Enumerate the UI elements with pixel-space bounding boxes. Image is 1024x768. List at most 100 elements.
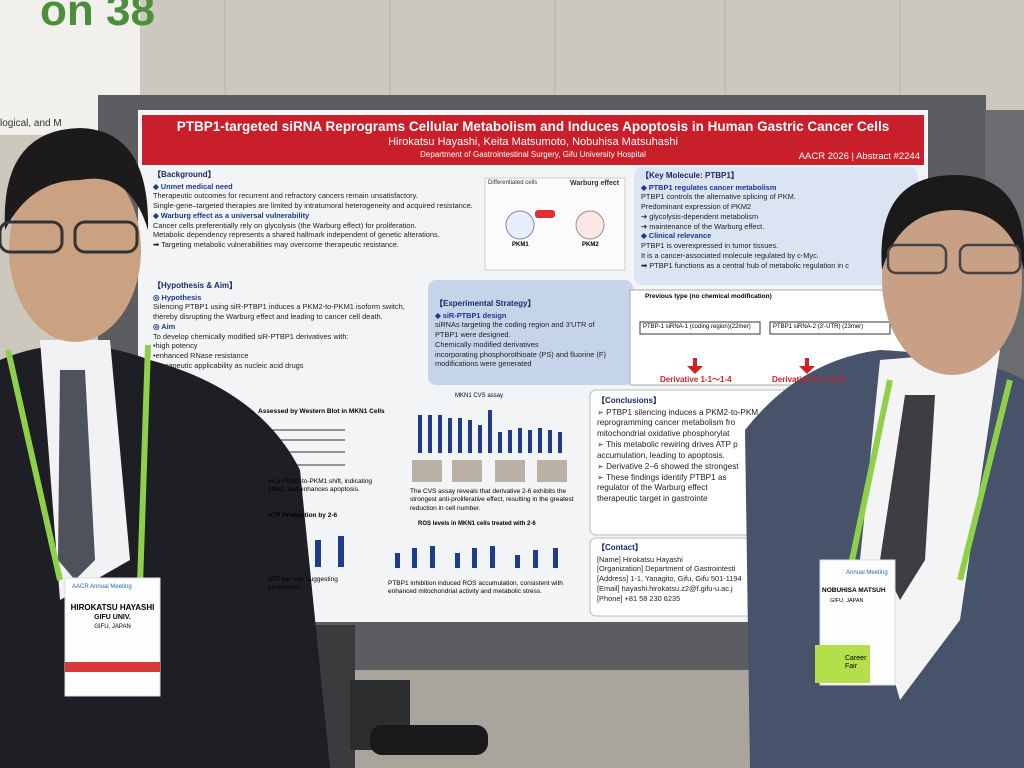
derivative-label: Derivative 1-1～1-4 bbox=[660, 375, 732, 384]
badge-meeting: Annual Meeting bbox=[846, 570, 888, 576]
figure-caption: PTBP1 inhibition induced ROS accumulatio… bbox=[388, 580, 563, 596]
section-heading: 【Contact】 bbox=[597, 543, 643, 552]
warburg-diagram bbox=[484, 177, 626, 271]
diagram-caption: Previous type (no chemical modification) bbox=[645, 293, 772, 300]
text-line: Predominant expression of PKM2 bbox=[641, 202, 752, 212]
warburg-label: Differentiated cells bbox=[488, 180, 538, 186]
text-line: ◆ Clinical relevance bbox=[641, 231, 712, 241]
poster-header bbox=[142, 115, 924, 165]
text-line: PTBP1 is overexpressed in tumor tissues. bbox=[641, 241, 779, 251]
poster-title: PTBP1-targeted siRNA Reprograms Cellular… bbox=[176, 119, 890, 134]
sirna-box bbox=[769, 321, 891, 335]
text-line: incorporating phosphorothioate (PS) and … bbox=[435, 349, 606, 359]
badge-name: NOBUHISA MATSUH bbox=[822, 587, 886, 594]
text-line: ◆ Warburg effect as a universal vulnerab… bbox=[153, 210, 310, 220]
text-line: ➡ Targeting metabolic vulnerabilities ma… bbox=[153, 240, 399, 250]
text-line: Chemically modified derivatives bbox=[435, 339, 539, 349]
key-molecule-section: 【Key Molecule: PTBP1】 ◆ PTBP1 regulates c… bbox=[636, 168, 918, 284]
text-line: •high potency bbox=[153, 341, 198, 351]
figure-title: Assessed by Western Blot in MKN1 Cells bbox=[258, 408, 385, 415]
figure-title: ROS levels in MKN1 cells treated with 2-… bbox=[418, 521, 536, 527]
background-section: 【Background】 ◆ Unmet medical need Therapeu… bbox=[148, 167, 488, 277]
text-line: •enhanced RNase resistance bbox=[153, 351, 249, 361]
contact-section: 【Contact】 [Name] Hirokatsu Hayashi [Organi… bbox=[592, 540, 918, 615]
badge-place: GIFU, JAPAN bbox=[830, 598, 864, 604]
right-person bbox=[745, 175, 1024, 768]
section-heading: 【Background】 bbox=[153, 170, 216, 179]
text-line: ➔ maintenance of the Warburg effect. bbox=[641, 221, 765, 231]
text-line: thereby disrupting the Warburg effect an… bbox=[153, 312, 383, 322]
section-heading: 【Key Molecule: PTBP1】 bbox=[641, 171, 739, 180]
section-heading: 【Experimental Strategy】 bbox=[435, 299, 536, 308]
text-line: Silencing PTBP1 using siR-PTBP1 induces … bbox=[153, 302, 405, 312]
text-line: accumulation, leading to apoptosis. bbox=[597, 450, 725, 460]
text-line: ◆ PTBP1 regulates cancer metabolism bbox=[641, 182, 777, 192]
text-line: [Name] Hirokatsu Hayashi bbox=[597, 554, 683, 564]
text-line: ◆ Unmet medical need bbox=[153, 181, 233, 191]
strategy-panel bbox=[428, 280, 633, 385]
sign-text: on 38 bbox=[40, 0, 155, 35]
poster-meeting: AACR 2026 | Abstract #2244 bbox=[798, 151, 920, 162]
text-line: Cancer cells preferentially rely on glyc… bbox=[153, 220, 417, 230]
warburg-label: PKM1 bbox=[512, 242, 529, 248]
badge-org: GIFU UNIV. bbox=[94, 614, 131, 621]
text-line: ◆ siR-PTBP1 design bbox=[435, 310, 507, 320]
arrow bbox=[687, 358, 703, 374]
arrow bbox=[799, 358, 815, 374]
cvs-bars bbox=[418, 410, 562, 453]
badge-place: GIFU, JAPAN bbox=[94, 624, 131, 630]
cvs-images bbox=[412, 460, 567, 482]
figure-caption: es a PKM2-to-PKM1 shift, indicating effe… bbox=[268, 478, 373, 494]
text-line: ➢ PTBP1 silencing induces a PKM2-to-PKM bbox=[597, 407, 759, 417]
text-line: [Email] hayashi.hirokatsu.z2@f.gifu-u.ac… bbox=[597, 583, 733, 593]
text-line: PTBP1 were designed. bbox=[435, 330, 511, 340]
badge-tag: Career Fair bbox=[845, 655, 867, 670]
text-line: •therapeutic applicability as nucleic ac… bbox=[153, 360, 304, 370]
text-line: To develop chemically modified siR-PTBP1… bbox=[153, 331, 349, 341]
text-line: Metabolic dependency represents a shared… bbox=[153, 230, 440, 240]
text-line: siRNAs targeting the coding region and 3… bbox=[435, 320, 595, 330]
poster-authors: Hirokatsu Hayashi, Keita Matsumoto, Nobu… bbox=[388, 136, 678, 148]
conclusions-section: 【Conclusions】 ➢ PTBP1 silencing induces a… bbox=[592, 393, 918, 533]
text-line: [Phone] +81 58 230 6235 bbox=[597, 593, 681, 603]
text-line: Single-gene–targeted therapies are limit… bbox=[153, 201, 473, 211]
text-line: ➔ glycolysis-dependent metabolism bbox=[641, 211, 759, 221]
text-line: ➢ This metabolic rewiring drives ATP p bbox=[597, 440, 738, 450]
text-line: PTBP1 controls the alternative splicing … bbox=[641, 192, 796, 202]
ros-bars bbox=[395, 546, 558, 568]
warburg-label: PKM2 bbox=[582, 242, 599, 248]
text-line: therapeutic target in gastrointe bbox=[597, 494, 708, 504]
sign-subtext: logical, and M bbox=[0, 118, 62, 129]
figure-title: MKN1 CVS assay bbox=[455, 393, 504, 399]
badge-name: HIROKATSU HAYASHI bbox=[70, 603, 155, 612]
left-person bbox=[0, 128, 330, 768]
warburg-label: Warburg effect bbox=[570, 180, 620, 187]
text-line: reprogramming cancer metabolism fro bbox=[597, 418, 736, 428]
section-heading: 【Hypothesis & Aim】 bbox=[153, 281, 238, 290]
text-line: [Organization] Department of Gastrointes… bbox=[597, 564, 736, 574]
text-line: ➢ These findings identify PTBP1 as bbox=[597, 472, 727, 482]
text-line: mitochondrial oxidative phosphorylat bbox=[597, 429, 730, 439]
figure-caption: ATP per cell, suggesting phorylation. bbox=[268, 576, 338, 592]
text-line: regulator of the Warburg effect bbox=[597, 483, 708, 493]
poster-affiliation: Department of Gastrointestinal Surgery, … bbox=[420, 150, 646, 159]
text-line: Therapeutic outcomes for recurrent and r… bbox=[153, 191, 418, 201]
text-line: modifications were generated bbox=[435, 359, 532, 369]
figure-title: ATP Production by 2-6 bbox=[268, 512, 338, 519]
section-heading: 【Conclusions】 bbox=[597, 396, 662, 405]
diagram-label: PTBP-1 siRNA-1 (coding region)(22mer) bbox=[643, 324, 751, 330]
badge-meeting: AACR Annual Meeting bbox=[72, 584, 132, 590]
text-line: ◎ Hypothesis bbox=[153, 292, 202, 302]
figure-caption: The CVS assay reveals that derivative 2-… bbox=[410, 488, 574, 512]
derivative-label: Derivative 2-1～2-9 bbox=[772, 375, 844, 384]
text-line: ➢ Derivative 2–6 showed the strongest bbox=[597, 461, 739, 471]
text-line: ◎ Aim bbox=[153, 321, 176, 331]
text-line: It is a cancer-associated molecule regul… bbox=[641, 250, 819, 260]
diagram-label: PTBP1 siRNA-2 (3'-UTR) (23mer) bbox=[773, 324, 864, 330]
hypothesis-section: 【Hypothesis & Aim】 ◎ Hypothesis Silencing … bbox=[148, 278, 428, 384]
key-molecule-panel bbox=[634, 167, 918, 285]
text-line: [Address] 1-1, Yanagito, Gifu, Gifu 501-… bbox=[597, 574, 742, 584]
strategy-section: 【Experimental Strategy】 ◆ siR-PTBP1 desig… bbox=[430, 296, 633, 384]
